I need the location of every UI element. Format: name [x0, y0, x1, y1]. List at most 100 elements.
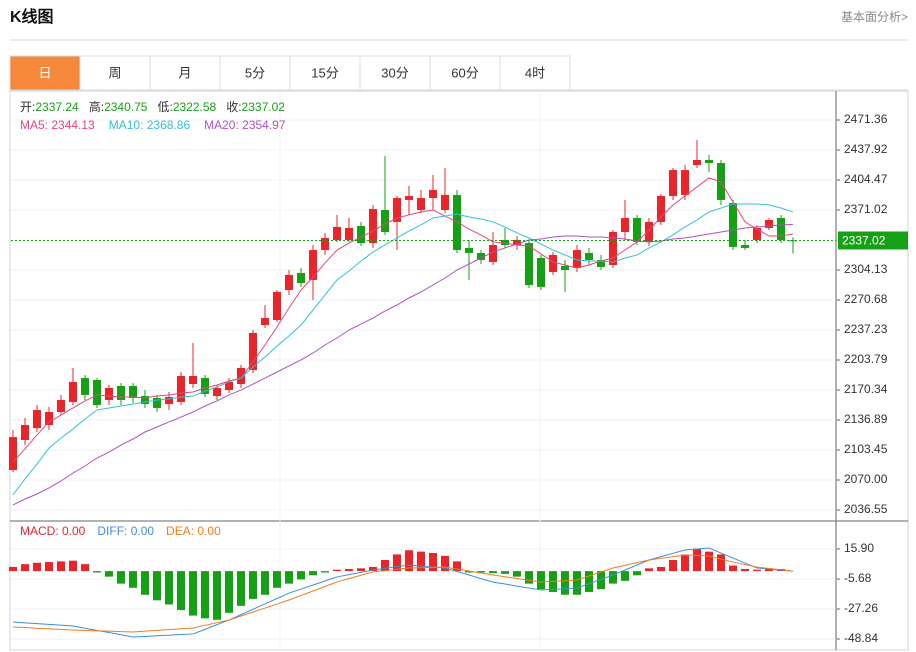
candle-body: [9, 437, 17, 471]
candle-body: [693, 159, 701, 165]
candle-body: [537, 257, 545, 287]
candle-body: [753, 227, 761, 240]
candle-body: [429, 190, 437, 198]
macd-bar: [33, 562, 41, 572]
tab[interactable]: [499, 55, 571, 91]
macd-bar: [765, 568, 773, 572]
macd-bar: [345, 569, 353, 572]
macd-bar: [177, 571, 185, 611]
candle-body: [237, 367, 245, 385]
macd-bar: [681, 554, 689, 572]
macd-bar: [561, 571, 569, 595]
macd-bar: [609, 571, 617, 584]
candle-body: [405, 196, 413, 200]
macd-bar: [501, 571, 509, 574]
readout-label: 开:: [20, 100, 35, 114]
tab[interactable]: [149, 55, 221, 91]
macd-bar: [633, 571, 641, 576]
candle-body: [561, 265, 569, 271]
macd-bar: [753, 569, 761, 572]
y-tick-label: 2136.89: [844, 412, 888, 426]
candle-body: [597, 259, 605, 267]
readout-value: 2337.02: [242, 100, 286, 114]
candle-body: [777, 217, 785, 240]
macd-bar: [729, 565, 737, 572]
candle-body: [345, 227, 353, 240]
ma-line: [12, 203, 794, 496]
candle-body: [501, 239, 509, 245]
y-tick-label: 2203.79: [844, 352, 888, 366]
candle-body: [729, 203, 737, 247]
macd-bar: [297, 571, 305, 580]
candle-body: [225, 381, 233, 391]
y-tick-label: 2371.02: [844, 202, 888, 216]
y-tick-label: 2036.55: [844, 502, 888, 516]
tab-label[interactable]: 4时: [525, 65, 545, 80]
candle-body: [633, 217, 641, 242]
period-tabs: 日 周 月 5分 15分 30分 60分 4时: [9, 55, 908, 91]
candle-body: [69, 381, 77, 402]
candle-body: [309, 250, 317, 280]
candle-body: [465, 247, 473, 253]
y-tick-label: 2237.23: [844, 322, 888, 336]
tab-label[interactable]: 15分: [311, 65, 338, 80]
y-tick-label: 2270.68: [844, 292, 888, 306]
macd-bar: [417, 551, 425, 572]
tab-label[interactable]: 30分: [381, 65, 408, 80]
tab-label[interactable]: 周: [108, 65, 121, 80]
macd-bar: [669, 559, 677, 572]
macd-bar: [597, 571, 605, 590]
macd-bar: [621, 571, 629, 581]
fundamental-link[interactable]: 基本面分析>: [841, 10, 908, 24]
ma-legend: MA20: 2354.97: [204, 118, 286, 132]
candle-body: [93, 379, 101, 406]
y-tick-label: -5.68: [844, 571, 872, 585]
plot-area: 2471.36 2437.92 2404.47 2371.02 2304.13 2270.…: [9, 99, 908, 645]
candle-body: [273, 291, 281, 320]
candle-body: [141, 396, 149, 405]
y-tick-label: 2471.36: [844, 112, 888, 126]
candle-body: [573, 250, 581, 268]
candle-body: [105, 387, 113, 400]
macd-bar: [69, 560, 77, 572]
candle-body: [393, 197, 401, 222]
candle-body: [81, 378, 89, 395]
candle-body: [585, 252, 593, 260]
macd-bar: [57, 561, 65, 572]
candle-body: [381, 210, 389, 232]
candle-body: [645, 221, 653, 242]
candle-body: [213, 387, 221, 397]
macd-bar: [705, 551, 713, 572]
macd-bar: [189, 571, 197, 616]
tab-label[interactable]: 5分: [245, 65, 265, 80]
widget-title: K线图: [10, 7, 54, 26]
macd-bar: [117, 571, 125, 584]
macd-bar: [201, 571, 209, 619]
macd-bar: [105, 571, 113, 577]
tab[interactable]: [79, 55, 151, 91]
candle-body: [177, 376, 185, 402]
tab-label[interactable]: 日: [38, 65, 51, 80]
candle-body: [681, 170, 689, 195]
macd-legend: MACD: 0.00: [20, 524, 86, 538]
macd-bar: [333, 569, 341, 572]
candle-body: [261, 318, 269, 326]
macd-bar: [93, 571, 101, 573]
tab[interactable]: [359, 55, 431, 91]
readout-value: 2340.75: [104, 100, 148, 114]
candle-body: [657, 196, 665, 222]
candle-body: [33, 410, 41, 429]
candle-body: [57, 399, 65, 413]
macd-bar: [309, 571, 317, 576]
candle-body: [357, 225, 365, 244]
y-tick-label: 2404.47: [844, 172, 888, 186]
candle-body: [549, 254, 557, 272]
tab-label[interactable]: 月: [178, 65, 191, 80]
macd-legend: DIFF: 0.00: [97, 524, 154, 538]
candle-body: [189, 376, 197, 385]
tab-label[interactable]: 60分: [451, 65, 478, 80]
macd-bar: [465, 571, 473, 573]
candle-body: [609, 231, 617, 265]
y-tick-label: -27.26: [844, 601, 878, 615]
